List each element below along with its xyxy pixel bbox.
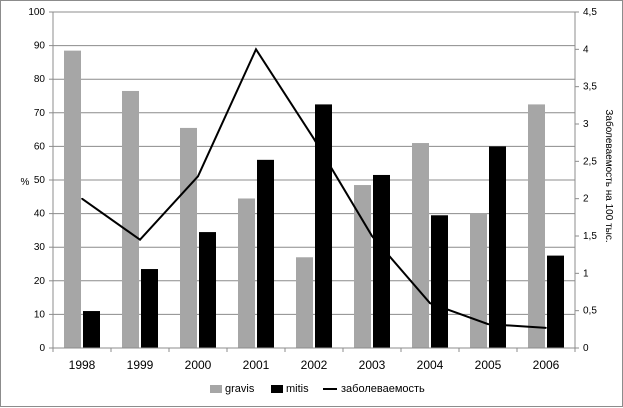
x-tick-label: 2006: [533, 358, 560, 372]
bar-gravis-2002: [296, 257, 313, 348]
gridlines: [53, 11, 575, 315]
legend: gravis mitis заболеваемость: [210, 383, 425, 395]
point-заболеваемость-1998: [81, 197, 83, 200]
y-tick-label: 60: [34, 141, 46, 152]
x-tick-label: 2005: [475, 358, 502, 372]
y2-tick-label: 2: [583, 194, 589, 205]
y-tick-label: 40: [34, 209, 46, 220]
y-tick-label: 80: [34, 74, 46, 85]
point-заболеваемость-2003: [371, 235, 373, 237]
bar-mitis-2003: [373, 174, 390, 348]
point-заболеваемость-1999: [139, 238, 141, 241]
x-tick-label: 2002: [301, 358, 328, 372]
y2-tick-label: 4,5: [583, 7, 597, 18]
bar-mitis-2004: [431, 215, 448, 348]
point-заболеваемость-2005: [487, 323, 489, 325]
x-tick-label: 2001: [243, 358, 270, 372]
bar-mitis-2000: [199, 232, 216, 348]
x-tick-label: 2000: [185, 358, 212, 372]
y2-tick-label: 0,5: [583, 306, 597, 317]
bars: [64, 50, 564, 349]
bar-gravis-1999: [122, 90, 139, 349]
axes: [49, 11, 579, 352]
y-tick-label: 90: [34, 41, 46, 52]
y2-tick-label: 1: [583, 268, 589, 279]
legend-label-gravis: gravis: [225, 383, 255, 395]
bar-mitis-2001: [257, 159, 274, 348]
legend-swatch-gravis: [210, 385, 222, 393]
y-tick-label: 100: [28, 7, 45, 18]
bar-mitis-2006: [547, 255, 564, 348]
bar-gravis-2005: [470, 213, 487, 348]
bar-gravis-2004: [412, 143, 429, 348]
x-tick-label: 2003: [359, 358, 386, 372]
line-series: [81, 47, 547, 329]
legend-swatch-mitis: [271, 385, 283, 393]
y2-tick-label: 4: [583, 44, 589, 55]
bar-mitis-1999: [141, 269, 158, 348]
point-заболеваемость-2001: [255, 48, 257, 51]
y-tick-label: 0: [39, 343, 45, 354]
y-tick-label: 30: [34, 242, 46, 253]
y2-tick-label: 3: [583, 119, 589, 130]
axis-labels: 0 10 20 30 40 50 60 70 80 90 100 0 0,5 1 1,5 2 2,5 3 3,5 4 4…: [21, 7, 615, 372]
y-tick-label: 70: [34, 108, 46, 119]
y2-tick-label: 0: [583, 343, 589, 354]
y2-axis-title: Заболеваемость на 100 тыс.: [603, 109, 615, 242]
bar-gravis-2001: [238, 198, 255, 348]
point-заболеваемость-2006: [545, 327, 547, 329]
y-axis-title: %: [21, 177, 30, 188]
point-заболеваемость-2004: [429, 302, 431, 305]
x-tick-label: 1998: [69, 358, 96, 372]
legend-label-заболеваемость: заболеваемость: [341, 383, 425, 395]
y-tick-label: 50: [34, 175, 46, 186]
y-tick-label: 20: [34, 276, 46, 287]
y2-tick-label: 2,5: [583, 156, 597, 167]
bar-gravis-1998: [64, 50, 81, 348]
bar-mitis-2002: [315, 104, 332, 349]
bar-gravis-2006: [528, 104, 545, 349]
y2-tick-label: 3,5: [583, 82, 597, 93]
legend-label-mitis: mitis: [286, 383, 309, 395]
x-tick-label: 2004: [417, 358, 444, 372]
bar-mitis-2005: [489, 146, 506, 348]
bar-mitis-1998: [83, 311, 100, 348]
x-tick-label: 1999: [127, 358, 154, 372]
bar-gravis-2000: [180, 127, 197, 348]
y2-tick-label: 1,5: [583, 231, 597, 242]
point-заболеваемость-2002: [313, 138, 315, 140]
point-заболеваемость-2000: [197, 175, 199, 178]
y-tick-label: 10: [34, 309, 46, 320]
